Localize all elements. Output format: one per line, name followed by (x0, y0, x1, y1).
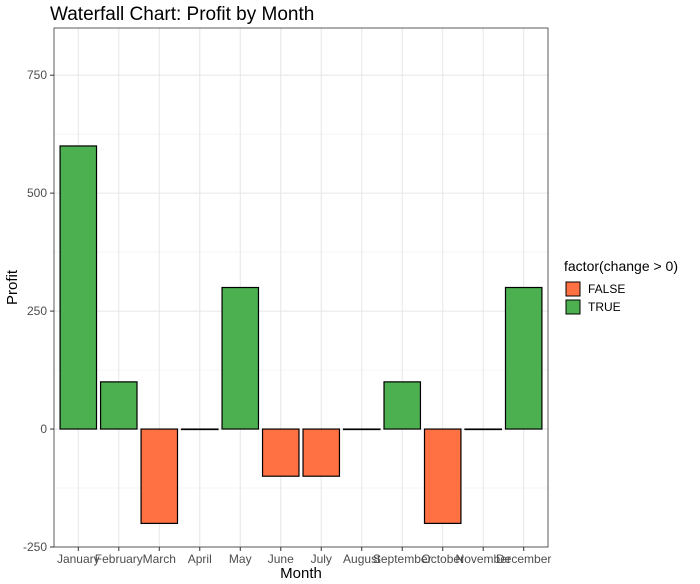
bar-june (261, 428, 300, 477)
plot-panel-border (53, 27, 549, 548)
bar-september (383, 381, 422, 430)
bar-march (140, 428, 179, 525)
x-tick-label: October (421, 552, 464, 566)
bar-december (504, 286, 543, 430)
bar-november (464, 428, 503, 431)
x-tick-label: January (57, 552, 100, 566)
y-tick-label: -250 (23, 540, 47, 554)
y-axis-title: Profit (4, 269, 21, 305)
legend-title: factor(change > 0) (564, 258, 678, 274)
x-tick-label: December (496, 552, 551, 566)
y-tick-label: 0 (40, 422, 47, 436)
bar-may (221, 286, 260, 430)
legend-key-true (565, 299, 581, 315)
legend-label-false: FALSE (588, 282, 625, 296)
legend-label-true: TRUE (588, 300, 621, 314)
x-tick-label: June (268, 552, 294, 566)
bar-october (423, 428, 462, 525)
x-tick-label: September (373, 552, 432, 566)
bar-april (180, 428, 219, 431)
legend: factor(change > 0) FALSE TRUE (564, 258, 678, 315)
x-axis-title: Month (280, 565, 322, 582)
y-tick-label: 750 (27, 68, 47, 82)
grid (54, 28, 548, 548)
x-tick-label: February (95, 552, 143, 566)
bars (59, 145, 543, 525)
chart-title: Waterfall Chart: Profit by Month (50, 4, 314, 25)
x-tick-label: May (229, 552, 252, 566)
bar-july (302, 428, 341, 477)
bar-august (342, 428, 381, 431)
y-tick-label: 500 (27, 186, 47, 200)
y-axis: -250 0 250 500 750 (23, 68, 54, 554)
y-tick-label: 250 (27, 304, 47, 318)
legend-key-false (565, 281, 581, 297)
x-tick-label: July (311, 552, 332, 566)
x-tick-label: August (343, 552, 381, 566)
x-tick-label: March (143, 552, 176, 566)
bar-february (99, 381, 138, 430)
x-tick-label: November (456, 552, 511, 566)
bar-january (59, 145, 98, 430)
x-tick-label: April (188, 552, 212, 566)
